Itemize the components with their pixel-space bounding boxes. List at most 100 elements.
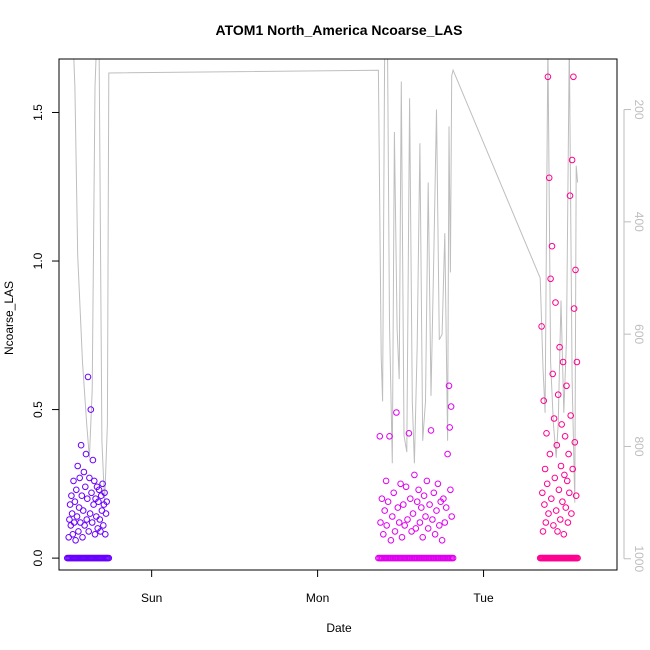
data-point xyxy=(571,439,579,446)
data-point xyxy=(389,513,396,520)
data-point xyxy=(572,492,580,500)
data-point xyxy=(554,391,562,399)
data-point xyxy=(539,528,547,535)
data-point xyxy=(97,528,104,535)
data-point xyxy=(424,525,432,532)
data-point xyxy=(541,501,548,508)
data-point xyxy=(401,522,409,529)
plot-area xyxy=(64,59,581,562)
data-point xyxy=(442,504,450,511)
data-point xyxy=(384,498,392,506)
data-point xyxy=(69,531,77,538)
y-axis: 0.0 0.5 1.0 1.5 xyxy=(31,104,59,566)
right-tick-label: 800 xyxy=(632,436,646,456)
x-tick-label: Mon xyxy=(306,591,329,605)
data-point xyxy=(413,498,421,506)
data-point xyxy=(402,483,410,491)
data-point xyxy=(390,489,398,497)
data-point xyxy=(391,528,399,535)
data-point xyxy=(444,450,451,458)
y-tick-label: 0.0 xyxy=(31,549,45,566)
y-tick-label: 1.5 xyxy=(31,104,45,121)
data-point xyxy=(448,513,456,520)
data-point xyxy=(426,501,433,508)
data-point xyxy=(70,519,78,526)
data-point xyxy=(543,480,551,488)
data-point xyxy=(101,489,108,497)
data-point xyxy=(90,501,97,508)
data-point xyxy=(548,242,556,250)
data-point xyxy=(570,305,578,312)
data-point xyxy=(556,343,563,351)
data-point xyxy=(91,477,98,485)
data-point xyxy=(430,489,438,497)
data-point xyxy=(86,510,94,517)
data-point xyxy=(383,522,391,529)
data-point xyxy=(376,433,384,440)
series-2 xyxy=(375,382,457,562)
data-point xyxy=(415,486,422,494)
data-point xyxy=(66,516,73,523)
y-tick-label: 0.5 xyxy=(31,401,45,418)
data-point xyxy=(412,525,420,532)
data-point xyxy=(547,275,554,283)
data-point xyxy=(105,554,113,562)
data-point xyxy=(552,299,559,306)
data-point xyxy=(82,450,90,458)
data-point xyxy=(567,412,575,419)
data-point xyxy=(381,507,389,514)
data-point xyxy=(569,465,577,473)
data-point xyxy=(566,192,574,199)
data-point xyxy=(418,504,425,511)
data-point xyxy=(570,73,577,81)
data-point xyxy=(438,537,446,544)
pressure-series-line xyxy=(73,59,579,503)
data-point xyxy=(557,516,564,523)
data-point xyxy=(377,519,384,526)
data-point xyxy=(96,516,104,523)
data-point xyxy=(447,486,454,494)
data-point xyxy=(70,477,77,485)
data-point xyxy=(538,323,545,330)
data-point xyxy=(420,492,428,500)
data-point xyxy=(566,489,573,497)
data-point xyxy=(543,430,550,437)
data-point xyxy=(434,480,442,488)
data-point xyxy=(89,456,97,464)
data-point xyxy=(568,156,576,164)
data-point xyxy=(91,531,99,538)
data-point xyxy=(68,510,76,517)
data-point xyxy=(395,519,403,526)
data-point xyxy=(95,498,102,506)
data-point xyxy=(562,504,570,511)
series-1 xyxy=(64,373,113,562)
data-point xyxy=(447,403,455,410)
data-point xyxy=(431,531,439,538)
series-3 xyxy=(536,73,581,562)
data-point xyxy=(79,507,87,514)
data-point xyxy=(559,358,567,366)
right-axis: 200 400 600 800 1000 xyxy=(623,99,646,572)
data-point xyxy=(573,358,581,366)
data-point xyxy=(73,486,80,494)
data-point xyxy=(398,534,406,541)
data-point xyxy=(80,468,88,476)
data-point xyxy=(87,406,95,413)
data-point xyxy=(84,373,92,381)
data-point xyxy=(552,507,560,514)
data-point xyxy=(565,450,572,458)
data-point xyxy=(550,522,557,529)
plot-border xyxy=(58,58,618,571)
data-point xyxy=(551,474,559,482)
data-point xyxy=(540,397,548,405)
data-point xyxy=(404,516,411,523)
data-point xyxy=(436,522,443,529)
data-point xyxy=(541,465,549,473)
data-point xyxy=(378,495,386,503)
data-point xyxy=(539,489,546,497)
data-point xyxy=(99,480,106,488)
data-point xyxy=(400,501,407,508)
data-point xyxy=(86,474,93,482)
data-point xyxy=(79,534,86,541)
